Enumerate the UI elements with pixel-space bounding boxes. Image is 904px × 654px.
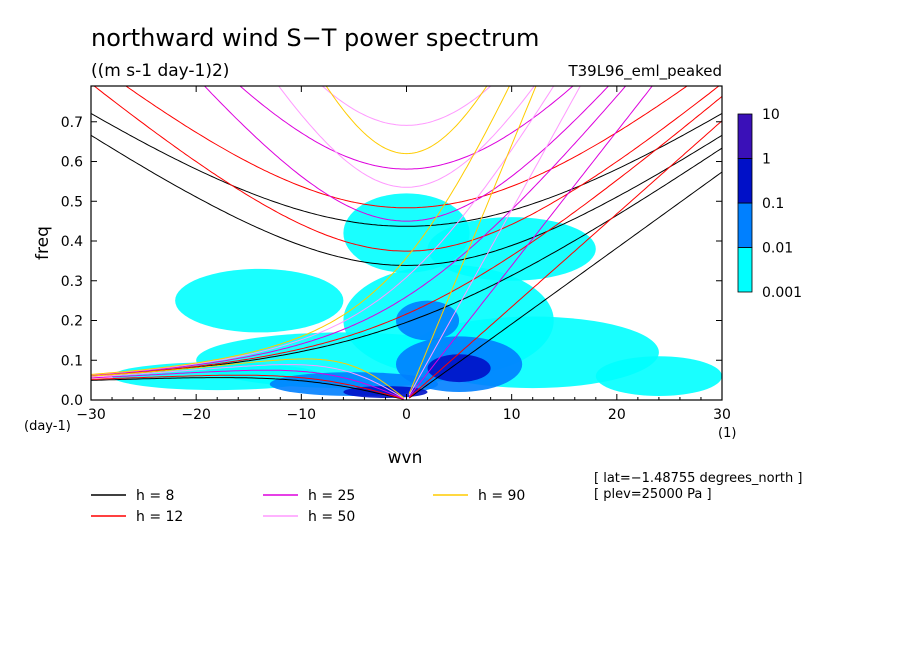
y-tick-label: 0.2 [61, 314, 83, 330]
colorbar-band-2 [737, 158, 753, 204]
y-tick-label: 0.3 [61, 274, 83, 290]
curve-h12-mode-0 [408, 120, 722, 399]
legend-label-1: h = 12 [136, 509, 183, 525]
lat-annotation: [ lat=−1.48755 degrees_north ] [594, 471, 802, 486]
curve-legend: h = 8 h = 12 h = 25 h = 50 h = 90 [91, 488, 525, 525]
power-contours [112, 193, 722, 399]
plev-annotation: [ plev=25000 Pa ] [594, 487, 712, 502]
x-tick-label: −30 [76, 407, 106, 423]
curve-h8-mode-4 [91, 377, 405, 400]
y-tick-label: 0.6 [61, 155, 83, 171]
legend-label-2: h = 25 [308, 488, 355, 504]
dispersion-curves [91, 86, 722, 400]
y-axis-label: freq [33, 226, 53, 260]
curve-h25-mode-3 [239, 86, 574, 170]
curve-h50-mode-4 [91, 363, 405, 399]
colorbar-band-3 [737, 113, 753, 159]
chart-title: northward wind S−T power spectrum [91, 24, 539, 52]
chart-units: ((m s-1 day-1)2) [91, 61, 229, 81]
x-tick-label: 0 [402, 407, 411, 423]
curve-h90-mode-2 [325, 86, 488, 155]
colorbar: 0.001 0.01 0.1 1 10 [737, 107, 802, 301]
x-tick-label: 30 [713, 407, 731, 423]
curve-h25-mode-0 [408, 86, 653, 397]
curve-h12-mode-4 [91, 374, 405, 400]
colorbar-label: 0.001 [762, 285, 802, 301]
legend-label-3: h = 50 [308, 509, 355, 525]
y-tick-label: 0.5 [61, 194, 83, 210]
power-blob-12 [427, 354, 491, 383]
power-blob-6 [175, 268, 344, 333]
curve-h50-mode-1 [91, 86, 555, 376]
x-tick-label: 20 [608, 407, 626, 423]
power-blob-10 [395, 300, 460, 341]
y-tick-label: 0.4 [61, 234, 83, 250]
curve-h25-mode-1 [91, 86, 627, 376]
curve-h12-mode-1 [91, 96, 722, 377]
y-axis-units: (day-1) [24, 419, 71, 434]
y-tick-label: 0.0 [61, 393, 83, 409]
colorbar-label: 0.01 [762, 241, 793, 257]
curve-h8-mode-2 [91, 134, 722, 267]
y-tick-label: 0.7 [61, 115, 83, 131]
curve-h50-mode-3 [321, 86, 492, 126]
x-tick-label: −20 [181, 407, 211, 423]
colorbar-label: 0.1 [762, 196, 784, 212]
curve-h8-mode-3 [91, 112, 722, 227]
curve-h8-mode-0 [408, 171, 722, 399]
x-tick-label: 10 [503, 407, 521, 423]
curve-h90-mode-0 [408, 86, 537, 394]
legend-label-4: h = 90 [478, 488, 525, 504]
curve-h12-mode-3 [125, 86, 688, 209]
colorbar-label: 10 [762, 107, 780, 123]
axes: −30 −20 −10 0 10 20 30 0.0 0.1 0.2 0.3 0.4 0.5 0.6 0.7 [61, 86, 731, 423]
curve-h90-mode-4 [91, 358, 405, 399]
x-axis-units: (1) [718, 426, 736, 441]
curve-h12-mode-2 [93, 86, 720, 252]
colorbar-band-0 [737, 247, 753, 293]
x-axis-label: wvn [388, 448, 423, 468]
colorbar-label: 1 [762, 152, 771, 168]
run-label: T39L96_eml_peaked [567, 62, 722, 81]
x-tick-label: −10 [287, 407, 317, 423]
curve-h50-mode-2 [278, 86, 535, 188]
colorbar-band-1 [737, 202, 753, 248]
power-blob-7 [427, 217, 596, 281]
power-blob-4 [595, 356, 722, 397]
curve-h25-mode-2 [203, 86, 610, 222]
legend-label-0: h = 8 [136, 488, 174, 504]
curve-h90-mode-1 [91, 86, 510, 375]
y-tick-label: 0.1 [61, 353, 83, 369]
curve-h25-mode-4 [91, 369, 405, 400]
